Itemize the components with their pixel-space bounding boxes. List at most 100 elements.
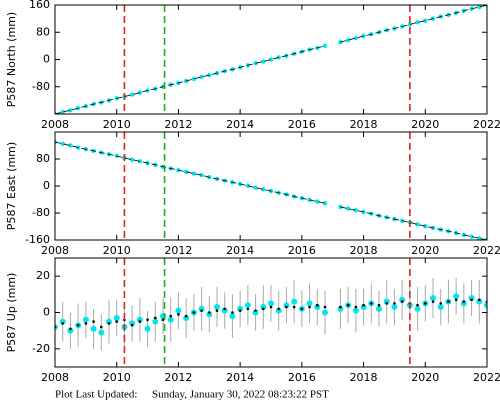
- model-point: [308, 305, 311, 309]
- model-point: [385, 302, 389, 305]
- data-point: [82, 316, 89, 323]
- data-point: [68, 108, 73, 113]
- data-point: [67, 327, 74, 334]
- data-point: [469, 234, 474, 239]
- footer-timestamp: Sunday, January 30, 2022 08:23:22 PST: [152, 389, 329, 401]
- data-point: [229, 313, 236, 320]
- data-point: [183, 314, 190, 321]
- data-point: [414, 305, 421, 312]
- data-point: [60, 109, 65, 114]
- data-point: [260, 304, 267, 311]
- model-point: [69, 327, 72, 331]
- data-point: [322, 309, 328, 316]
- data-point: [314, 304, 321, 311]
- x-tick-label: 2014: [226, 244, 254, 257]
- data-point: [322, 43, 328, 49]
- data-point: [476, 298, 483, 305]
- x-tick-label: 2020: [411, 244, 439, 257]
- x-tick-label: 2008: [41, 371, 69, 384]
- x-tick-label: 2022: [473, 244, 500, 257]
- y-tick-label: -80: [32, 206, 50, 219]
- trend-line: [55, 141, 326, 204]
- model-point: [470, 298, 473, 302]
- data-point: [68, 143, 73, 148]
- data-point: [283, 302, 290, 309]
- model-point: [362, 303, 365, 307]
- data-point: [191, 76, 197, 82]
- data-point: [98, 329, 105, 336]
- x-tick-label: 2014: [226, 118, 254, 131]
- data-point: [183, 169, 189, 175]
- data-point: [484, 302, 487, 309]
- model-point: [223, 307, 227, 311]
- x-tick-label: 2008: [41, 118, 69, 131]
- model-point: [292, 305, 296, 309]
- y-tick-label: 0: [43, 179, 50, 192]
- data-point: [207, 72, 212, 78]
- x-tick-label: 2022: [473, 371, 500, 384]
- y-tick-label: 20: [36, 269, 50, 282]
- x-tick-label: 2016: [288, 244, 316, 257]
- model-point: [138, 320, 142, 323]
- data-point: [477, 236, 482, 240]
- model-point: [423, 302, 427, 305]
- model-point: [400, 300, 404, 303]
- data-point: [199, 173, 204, 178]
- model-point: [153, 316, 157, 320]
- model-point: [115, 320, 119, 323]
- x-tick-label: 2010: [103, 244, 131, 257]
- plot-area: [55, 5, 487, 114]
- data-point: [113, 314, 120, 321]
- data-point: [306, 300, 313, 307]
- y-tick-label: 160: [29, 0, 50, 11]
- model-point: [369, 302, 373, 305]
- data-point: [268, 57, 274, 62]
- data-point: [199, 74, 204, 80]
- data-point: [315, 199, 320, 204]
- model-point: [346, 303, 350, 307]
- plot-area: [55, 277, 487, 351]
- model-point: [146, 318, 149, 322]
- model-point: [315, 303, 319, 307]
- x-tick-label: 2016: [288, 371, 316, 384]
- data-point: [322, 201, 328, 206]
- data-point: [237, 305, 244, 312]
- model-point: [238, 309, 242, 312]
- data-point: [399, 296, 406, 303]
- trend-line: [340, 5, 487, 43]
- data-point: [129, 320, 136, 327]
- data-point: [129, 157, 135, 162]
- model-point: [339, 305, 342, 309]
- model-point: [431, 300, 435, 303]
- trend-line: [55, 45, 326, 114]
- model-point: [454, 298, 458, 302]
- data-point: [430, 294, 436, 301]
- data-point: [60, 141, 65, 147]
- y-tick-label: -80: [32, 80, 50, 93]
- x-tick-label: 2012: [164, 244, 192, 257]
- model-point: [477, 298, 481, 302]
- data-point: [376, 305, 382, 312]
- data-point: [345, 37, 351, 43]
- x-tick-label: 2022: [473, 118, 500, 131]
- data-point: [337, 305, 344, 312]
- data-point: [407, 22, 413, 27]
- model-point: [184, 314, 188, 318]
- data-point: [437, 304, 444, 311]
- data-point: [191, 171, 197, 176]
- data-point: [353, 35, 359, 41]
- model-point: [92, 320, 95, 323]
- plot-frame: [54, 131, 488, 241]
- x-tick-label: 2018: [350, 371, 378, 384]
- data-point: [214, 304, 220, 311]
- model-point: [130, 323, 134, 327]
- model-point: [207, 311, 211, 314]
- data-point: [268, 300, 274, 307]
- y-tick-label: 0: [43, 306, 50, 319]
- model-point: [254, 309, 257, 312]
- data-point: [275, 307, 282, 314]
- model-point: [323, 305, 327, 309]
- data-point: [423, 18, 428, 23]
- model-point: [200, 309, 203, 312]
- data-point: [252, 309, 259, 316]
